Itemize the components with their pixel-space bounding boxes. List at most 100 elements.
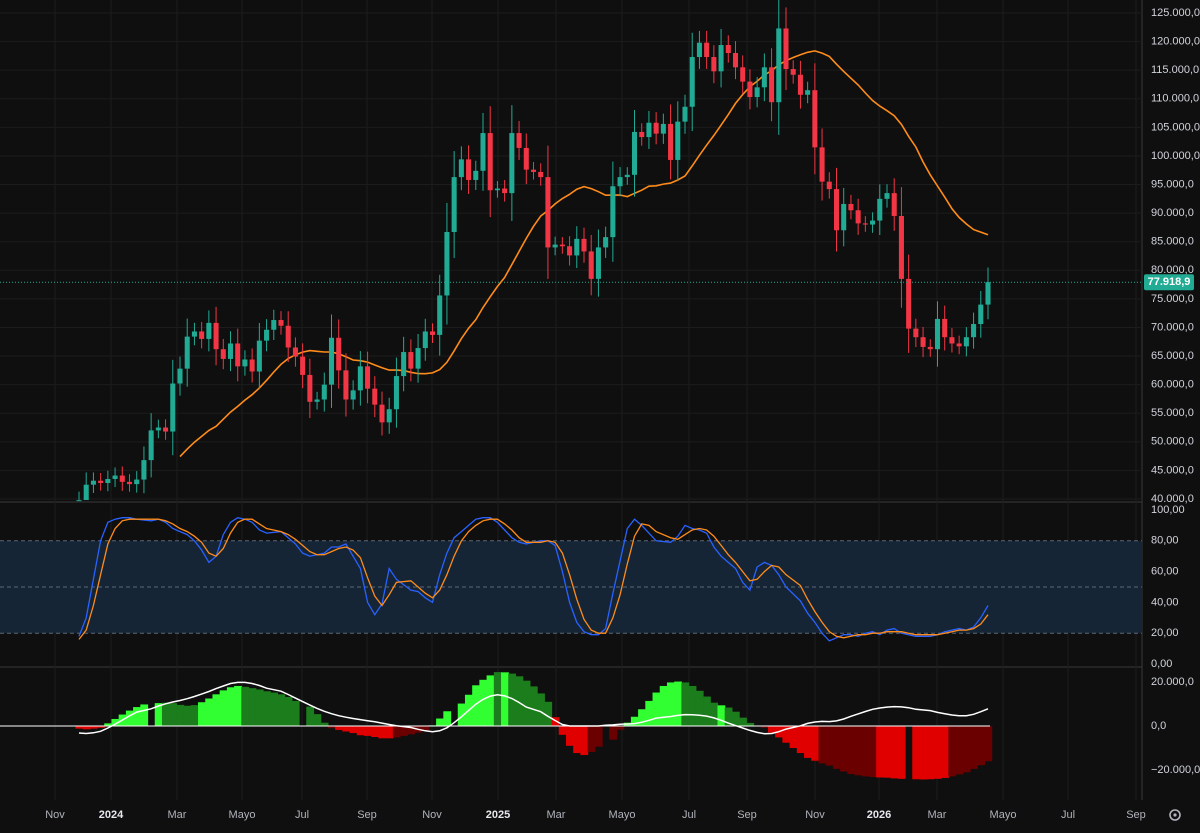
candle[interactable] [559,237,565,254]
candle[interactable] [660,113,666,144]
candle[interactable] [401,336,407,392]
candle[interactable] [906,254,912,353]
candle[interactable] [740,55,746,94]
candle[interactable] [833,167,840,252]
candle[interactable] [819,128,825,201]
candle[interactable] [848,194,854,220]
candle[interactable] [805,81,811,104]
candle[interactable] [300,343,306,389]
candle[interactable] [365,351,371,404]
candle[interactable] [761,53,767,102]
candle[interactable] [978,290,984,338]
candle[interactable] [163,419,169,440]
candle[interactable] [141,446,147,494]
candle[interactable] [170,359,176,456]
candle[interactable] [797,60,803,109]
candle[interactable] [588,234,594,296]
candle[interactable] [328,314,335,408]
candle[interactable] [776,0,782,135]
candle[interactable] [191,322,197,346]
candle[interactable] [653,112,659,145]
candle[interactable] [675,101,681,181]
candle[interactable] [321,372,327,412]
candle[interactable] [292,337,298,367]
candle[interactable] [343,353,349,417]
candle[interactable] [422,318,428,361]
candle[interactable] [523,133,529,185]
candle[interactable] [357,351,363,406]
candle[interactable] [855,198,861,235]
candle[interactable] [429,323,436,343]
candle[interactable] [754,77,760,108]
candle[interactable] [134,471,140,493]
candle[interactable] [639,123,645,146]
candle[interactable] [444,202,450,325]
candle[interactable] [826,172,832,199]
candle[interactable] [480,113,486,191]
oscillator-panel[interactable] [0,672,993,780]
candle[interactable] [213,306,219,366]
candle[interactable] [155,419,161,439]
candle[interactable] [696,30,702,69]
candle[interactable] [812,63,818,175]
candle[interactable] [90,472,96,493]
candle[interactable] [870,212,876,233]
candle[interactable] [307,358,313,419]
candle[interactable] [574,226,580,269]
price-panel[interactable] [0,0,1142,502]
candle[interactable] [148,413,154,478]
candle[interactable] [76,491,82,502]
candle[interactable] [711,45,717,84]
candle[interactable] [249,348,255,383]
candle[interactable] [913,318,919,348]
candle[interactable] [530,162,537,180]
candle[interactable] [545,145,551,279]
candle[interactable] [581,227,587,263]
candle[interactable] [732,41,739,80]
candle[interactable] [617,167,623,197]
candle[interactable] [552,236,558,256]
candle[interactable] [610,161,616,262]
candle[interactable] [235,328,241,382]
gear-icon[interactable] [1169,809,1181,821]
candle[interactable] [927,339,933,357]
candle[interactable] [314,391,320,410]
candle[interactable] [516,121,522,161]
candle[interactable] [83,472,89,500]
candle[interactable] [350,380,356,410]
candle[interactable] [184,318,190,387]
candle[interactable] [415,333,421,383]
candle[interactable] [646,110,652,149]
stochastic-rsi-panel[interactable] [0,517,1142,642]
candle[interactable] [747,69,753,110]
candle[interactable] [595,229,601,297]
candle[interactable] [956,335,962,355]
candle[interactable] [538,163,544,186]
candle[interactable] [891,178,897,231]
candle[interactable] [393,357,399,428]
candle[interactable] [704,30,710,69]
candle[interactable] [256,322,262,390]
candle[interactable] [841,187,847,247]
candle[interactable] [567,236,573,266]
candle[interactable] [458,146,464,191]
candle[interactable] [942,305,948,351]
candle[interactable] [624,167,630,185]
candle[interactable] [466,145,472,195]
candle[interactable] [934,301,941,367]
candle[interactable] [271,309,277,341]
candle[interactable] [862,216,868,232]
candle[interactable] [509,105,515,221]
candle[interactable] [494,181,500,198]
chart-settings-button[interactable] [1169,809,1181,821]
candle[interactable] [898,187,904,308]
candle[interactable] [112,467,118,488]
candle[interactable] [631,110,638,197]
candle[interactable] [379,391,385,436]
candle[interactable] [877,184,883,236]
candle[interactable] [451,151,457,259]
candle[interactable] [725,35,731,63]
candle[interactable] [949,328,955,353]
candle[interactable] [372,376,378,418]
candle[interactable] [790,60,796,84]
